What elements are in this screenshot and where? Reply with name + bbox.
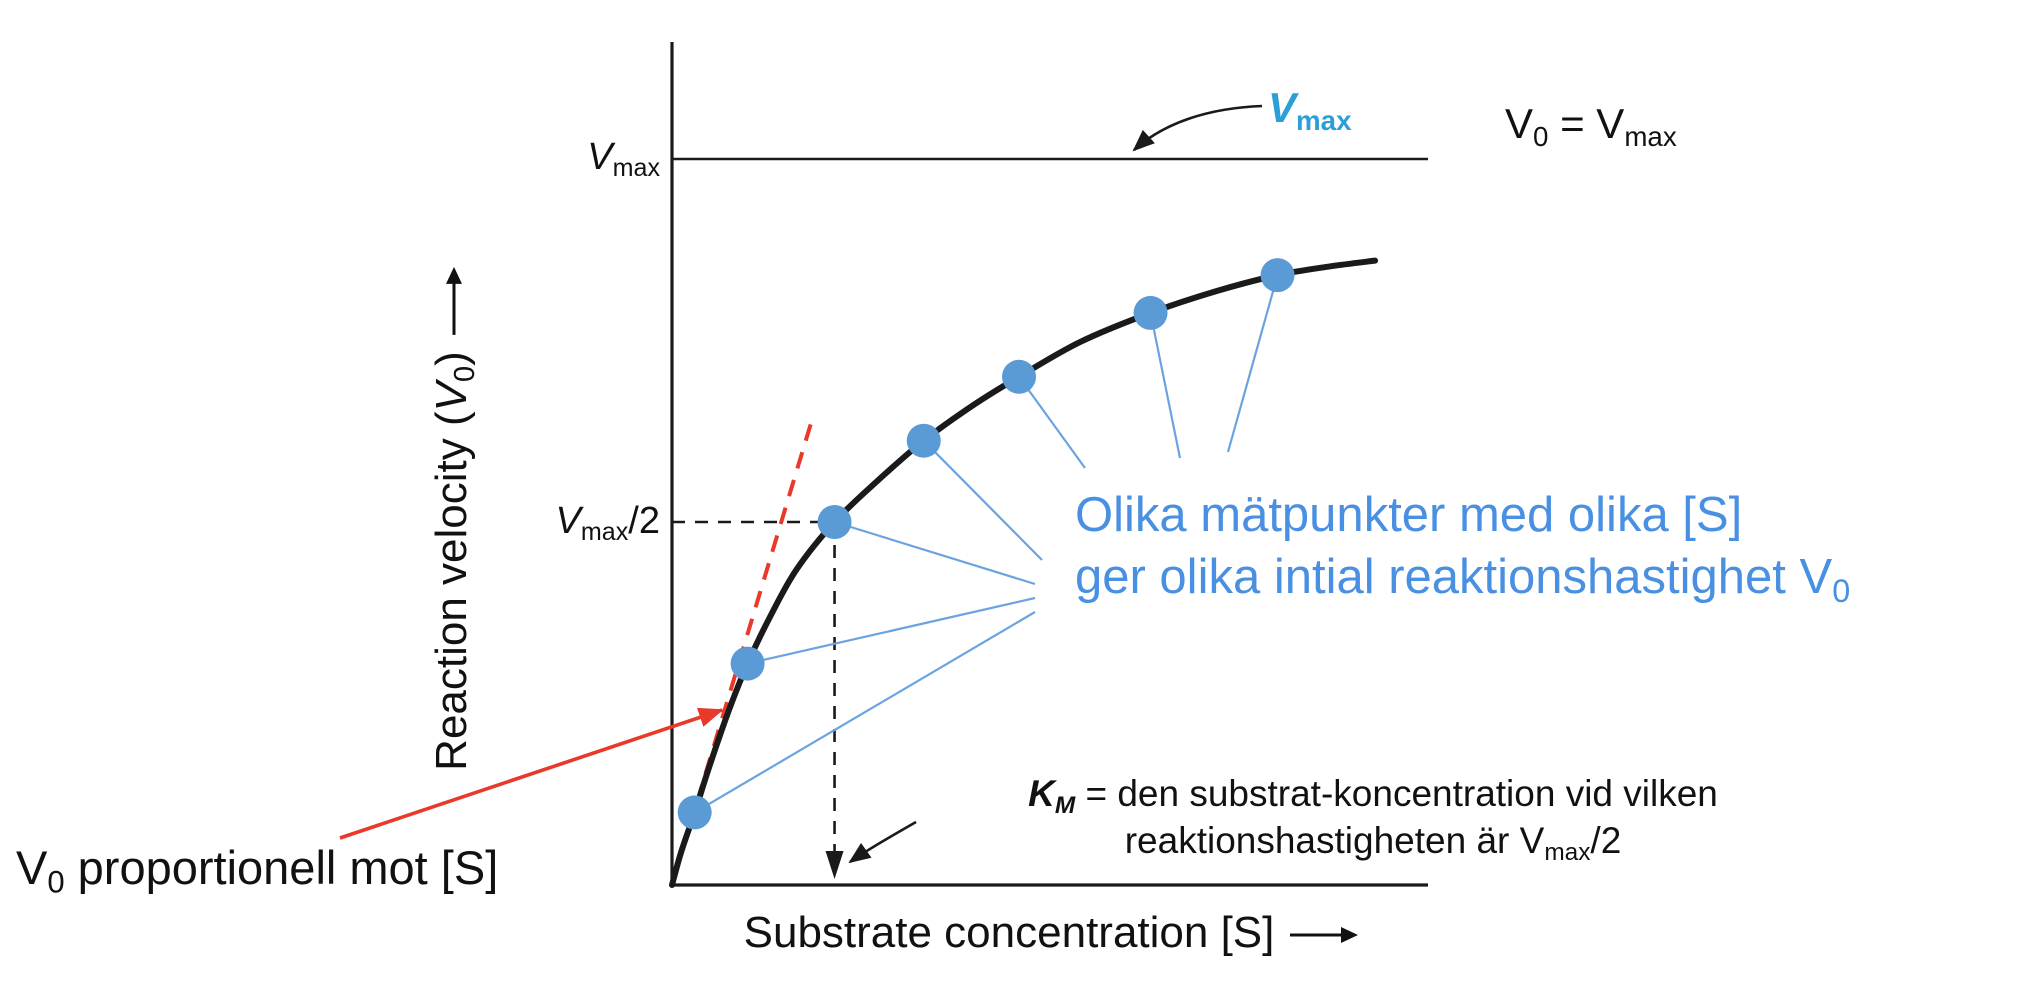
v0-equals-vmax-label: V0 = Vmax [1505, 100, 1677, 150]
km-note-line1: KM = den substrat-koncentration vid vilk… [950, 770, 1796, 819]
y-axis-label: Reaction velocity (V0) [427, 265, 481, 771]
measurement-note: Olika mätpunkter med olika [S] ger olika… [1075, 484, 1850, 608]
vmax-callout-sub: max [1296, 104, 1352, 136]
vmax-half-sub: max [580, 518, 629, 547]
measurement-note-line2: ger olika intial reaktionshastighet V0 [1075, 546, 1850, 608]
note-connector-line [747, 596, 1036, 665]
v0-eq-mid: = V [1548, 100, 1625, 147]
x-axis-label-text: Substrate concentration [S] [743, 908, 1275, 957]
vmax-tick-v: V [587, 136, 613, 178]
y-axis-label-text: Reaction velocity ( [427, 411, 476, 771]
measurement-note-line1-text: Olika mätpunkter med olika [S] [1075, 488, 1743, 542]
km-symbol: K [1028, 773, 1055, 814]
v0-proportional-arrow [339, 707, 724, 840]
data-point [1133, 295, 1168, 330]
y-axis-v: V [427, 381, 476, 412]
data-point [730, 646, 765, 681]
vmax-callout-label: Vmax [1268, 84, 1352, 134]
km-down-arrowhead [825, 851, 844, 879]
v0-eq-v1-sub: 0 [1533, 120, 1549, 152]
data-point [1002, 359, 1037, 394]
vmax-callout-arrow [1132, 104, 1263, 152]
mm-curve [669, 257, 1379, 888]
measurement-note-line2-text: ger olika intial reaktionshastighet V [1075, 550, 1833, 604]
up-arrow-icon [446, 267, 463, 336]
v0-prop-v: V [16, 841, 48, 894]
vmax-half-v: V [555, 500, 581, 542]
km-note-line1-text: = den substrat-koncentration vid vilken [1075, 773, 1718, 814]
data-point [1260, 258, 1295, 293]
data-point [677, 795, 712, 830]
note-connector-line [922, 439, 1043, 561]
note-connector-line [1018, 376, 1086, 469]
v0-eq-v1: V [1505, 100, 1534, 147]
y-axis-v-sub: 0 [449, 365, 482, 382]
km-note-line2-post: /2 [1590, 820, 1622, 861]
y-axis-label-close: ) [427, 351, 476, 366]
km-note-line2-sub: max [1544, 838, 1591, 866]
km-callout-arrow [848, 820, 917, 864]
vmax-tick-label: Vmax [420, 136, 660, 183]
note-connector-line [1226, 274, 1279, 453]
right-arrow-icon [1290, 927, 1359, 944]
measurement-note-line1: Olika mätpunkter med olika [S] [1075, 484, 1850, 546]
v0-eq-v2-sub: max [1624, 120, 1677, 152]
measurement-note-line2-sub: 0 [1832, 573, 1851, 610]
km-note-line2: reaktionshastigheten är Vmax/2 [950, 817, 1796, 866]
km-definition-note: KM = den substrat-koncentration vid vilk… [950, 770, 1796, 866]
v0-prop-text: proportionell mot [S] [64, 841, 499, 894]
data-point [906, 423, 941, 458]
x-axis-label: Substrate concentration [S] [672, 908, 1432, 958]
v0-prop-sub: 0 [47, 864, 65, 900]
note-connector-line [1149, 312, 1182, 459]
km-note-line2-pre: reaktionshastigheten är V [1124, 820, 1545, 861]
data-point [817, 505, 852, 539]
vmax-tick-sub: max [612, 154, 660, 183]
vmax-callout-v: V [1268, 84, 1297, 131]
note-connector-line [694, 611, 1036, 814]
vmax-half-tick-label: Vmax/2 [420, 500, 660, 547]
note-connector-line [834, 520, 1036, 586]
vmax-half-suffix: /2 [628, 500, 660, 542]
v0-proportional-label: V0 proportionell mot [S] [16, 840, 499, 898]
km-symbol-sub: M [1054, 791, 1076, 819]
